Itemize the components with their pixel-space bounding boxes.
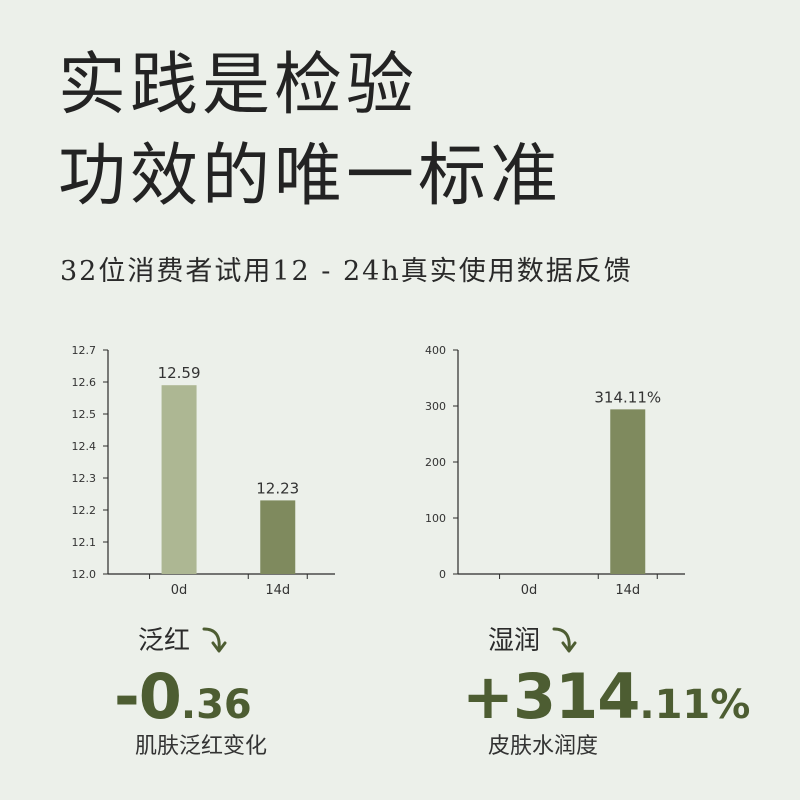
y-tick-label: 100 bbox=[425, 512, 446, 525]
moisture-metric: 湿润 bbox=[488, 620, 579, 657]
redness-metric: 泛红 bbox=[138, 620, 229, 657]
y-tick-label: 12.4 bbox=[72, 440, 97, 453]
y-tick-label: 12.6 bbox=[72, 376, 97, 389]
redness-value-decimal: .36 bbox=[180, 682, 252, 728]
moisture-value-sign: + bbox=[462, 660, 514, 733]
data-label: 12.59 bbox=[158, 364, 201, 382]
y-tick-label: 400 bbox=[425, 344, 446, 357]
redness-value: -0.36 bbox=[114, 660, 252, 733]
y-tick-label: 0 bbox=[439, 568, 446, 581]
moisture-bar-chart: 0 100 200 300 400 0d 14d 314.11% bbox=[425, 344, 685, 598]
moisture-label: 湿润 bbox=[488, 626, 541, 656]
moisture-value: +314.11% bbox=[462, 660, 750, 733]
subtitle: 32位消费者试用12 - 24h真实使用数据反馈 bbox=[60, 256, 633, 287]
redness-value-sign: - bbox=[114, 660, 140, 733]
bar-14d bbox=[260, 500, 296, 574]
redness-bar-chart: 12.0 12.1 12.2 12.3 12.4 12.5 12.6 12.7 0d 12.59 1… bbox=[72, 344, 335, 598]
redness-description: 肌肤泛红变化 bbox=[135, 734, 268, 759]
headline-line-1: 实践是检验 bbox=[58, 46, 419, 125]
y-tick-label: 12.5 bbox=[72, 408, 97, 421]
y-tick-label: 12.3 bbox=[72, 472, 97, 485]
moisture-value-decimal: .11% bbox=[639, 682, 751, 728]
moisture-description: 皮肤水润度 bbox=[488, 734, 599, 759]
curved-down-arrow-icon bbox=[202, 627, 227, 652]
curved-down-arrow-icon bbox=[552, 627, 577, 652]
x-tick-label: 14d bbox=[265, 583, 290, 598]
y-tick-label: 12.0 bbox=[72, 568, 97, 581]
redness-value-integer: 0 bbox=[138, 660, 182, 733]
bar-0d bbox=[161, 385, 197, 574]
moisture-value-integer: 314 bbox=[512, 660, 640, 733]
y-tick-label: 12.1 bbox=[72, 536, 97, 549]
y-tick-label: 12.2 bbox=[72, 504, 97, 517]
data-label: 314.11% bbox=[594, 388, 661, 406]
x-tick-label: 0d bbox=[171, 583, 188, 598]
headline-line-2: 功效的唯一标准 bbox=[58, 137, 563, 216]
x-tick-label: 14d bbox=[615, 583, 640, 598]
bar-14d bbox=[610, 409, 646, 574]
y-tick-label: 300 bbox=[425, 400, 446, 413]
redness-label: 泛红 bbox=[138, 626, 191, 656]
y-tick-label: 12.7 bbox=[72, 344, 97, 357]
y-tick-label: 200 bbox=[425, 456, 446, 469]
x-tick-label: 0d bbox=[521, 583, 538, 598]
data-label: 12.23 bbox=[256, 479, 299, 497]
